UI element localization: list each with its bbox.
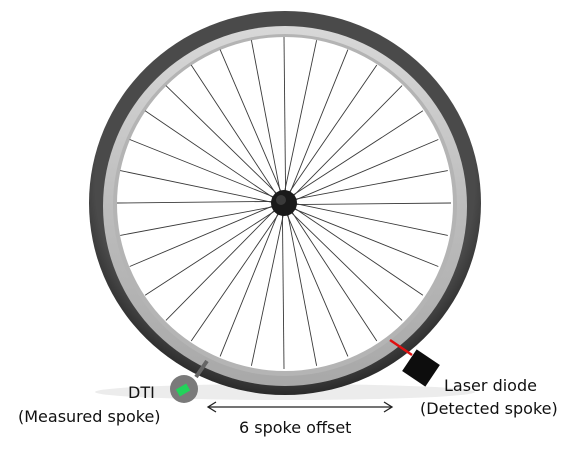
- spoke: [287, 64, 378, 195]
- spoke: [290, 110, 424, 198]
- laser-diode-sublabel: (Detected spoke): [420, 399, 558, 418]
- spoke: [116, 200, 276, 204]
- dti-label: DTI: [128, 383, 155, 402]
- offset-label: 6 spoke offset: [239, 418, 352, 437]
- spoke: [165, 85, 280, 196]
- dti-probe: [194, 359, 209, 379]
- spoke: [190, 211, 281, 342]
- spoke: [120, 170, 276, 204]
- spoke: [286, 211, 318, 366]
- spoke: [219, 210, 280, 357]
- offset-arrow: [206, 401, 394, 413]
- spoke: [285, 211, 349, 357]
- hub-highlight: [276, 195, 286, 205]
- spoke: [283, 40, 318, 195]
- spokes: [116, 36, 452, 370]
- spoke: [292, 202, 448, 236]
- spoke: [292, 206, 424, 296]
- spoke: [291, 85, 403, 199]
- spoke: [144, 110, 276, 200]
- laser-beam: [389, 338, 413, 357]
- spoke: [144, 208, 278, 296]
- dti-indicator: [175, 383, 191, 397]
- spoke: [292, 139, 439, 202]
- spoke: [291, 207, 439, 267]
- laser-diode-icon: [402, 349, 440, 387]
- spoke: [292, 170, 448, 201]
- dti-sublabel: (Measured spoke): [18, 407, 161, 426]
- spoke: [283, 36, 287, 195]
- spoke: [129, 139, 277, 199]
- spoke: [165, 207, 277, 321]
- spoke: [288, 210, 403, 321]
- spoke: [190, 64, 279, 197]
- spoke: [219, 49, 283, 195]
- spoke: [292, 202, 452, 206]
- spoke: [288, 49, 349, 196]
- spoke: [281, 211, 285, 370]
- laser-diode-label: Laser diode: [444, 376, 537, 395]
- spoke: [129, 204, 276, 267]
- spoke: [120, 205, 276, 236]
- spoke: [250, 211, 285, 366]
- spoke: [250, 40, 282, 195]
- spoke: [289, 209, 378, 342]
